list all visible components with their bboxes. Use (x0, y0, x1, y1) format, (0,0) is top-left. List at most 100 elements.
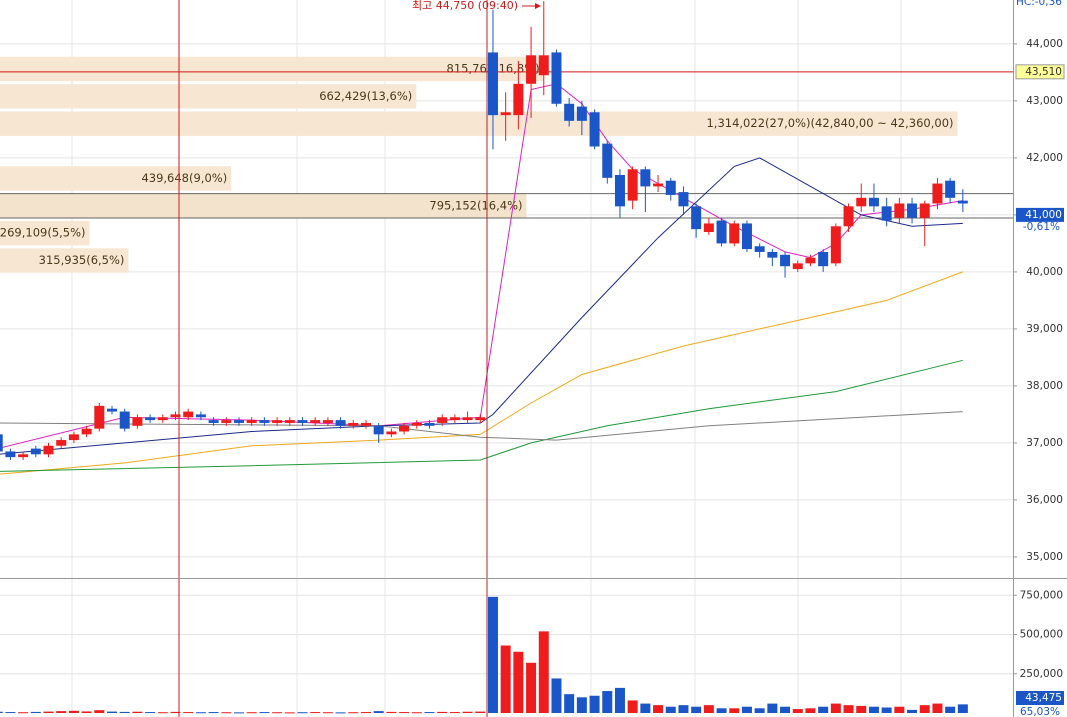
volume-bar (322, 712, 333, 714)
volume-bar (691, 706, 702, 713)
volume-bar (259, 712, 270, 714)
volume-bar (386, 711, 397, 713)
volume-bar (310, 712, 321, 714)
volume-bar (284, 712, 295, 714)
candle-body (411, 422, 422, 426)
candle-body (957, 200, 968, 204)
candle-body (259, 420, 270, 423)
volume-bar (132, 711, 143, 713)
volume-ratio-label: 65,03% (1020, 706, 1060, 717)
candle-body (170, 414, 181, 418)
price-panel: 815,763(16,8%)662,429(13,6%)1,314,022(27… (0, 1, 1013, 558)
candle-body (792, 263, 803, 270)
candle-body (437, 417, 448, 423)
volume-profile-label: 269,109(5,5%) (0, 226, 86, 240)
candle-body (195, 414, 206, 418)
candle-body (754, 246, 765, 252)
volume-bar (767, 703, 778, 713)
volume-bar (513, 651, 524, 713)
volume-bar (576, 697, 587, 713)
price-tag-box (1015, 64, 1065, 80)
candle-body (614, 174, 625, 207)
volume-bar (94, 710, 105, 713)
candle-body (551, 52, 562, 104)
volume-bar (449, 712, 460, 714)
candle-body (233, 420, 244, 423)
candle-body (462, 417, 473, 421)
volume-tick-label: 500,000 (1020, 629, 1063, 641)
volume-tag-box (1016, 691, 1064, 705)
candle-body (653, 183, 664, 187)
candle-body (310, 420, 321, 423)
volume-profile-bar (0, 56, 544, 82)
candle-body (881, 206, 892, 221)
y-tick-label: 42,000 (1026, 152, 1063, 164)
volume-bar (221, 712, 232, 714)
change-label: -0,61% (1023, 221, 1060, 233)
y-tick-label: 44,000 (1026, 38, 1063, 50)
volume-bar (487, 596, 498, 713)
volume-bar (30, 711, 41, 713)
candle-body (576, 106, 587, 121)
volume-bar (805, 708, 816, 713)
volume-bar (157, 712, 168, 714)
candle-body (500, 112, 511, 116)
candle-body (386, 431, 397, 435)
candle-body (564, 103, 575, 121)
volume-profile-bar (0, 193, 527, 218)
candle-body (487, 52, 498, 116)
candle-body (767, 251, 778, 258)
volume-bar (18, 712, 29, 714)
volume-tick-label: 750,000 (1020, 589, 1063, 601)
volume-profile-bar (0, 166, 232, 191)
volume-bar (208, 712, 219, 714)
volume-profile-label: 315,935(6,5%) (39, 253, 125, 267)
volume-bar (68, 710, 79, 713)
candle-body (360, 422, 371, 426)
candle-body (868, 197, 879, 207)
volume-bar (107, 711, 118, 713)
volume-bar (272, 712, 283, 714)
candle-body (741, 223, 752, 250)
volume-profile-bar (0, 248, 129, 273)
candle-body (716, 220, 727, 244)
axis-layer: 35,000 36,000 37,000 38,000 39,000 40,000 41,0… (1013, 38, 1065, 717)
candle-body (856, 197, 867, 207)
corner-label: HC:-0,36 (1016, 0, 1062, 8)
candle-body (538, 55, 549, 76)
candle-body (272, 420, 283, 423)
candle-body (18, 454, 29, 458)
volume-panel (0, 594, 1013, 714)
volume-bar (335, 712, 346, 714)
candle-body (373, 425, 384, 435)
candle-body (322, 420, 333, 423)
current-price-box (1016, 207, 1064, 222)
volume-bar (907, 709, 918, 713)
candle-body (5, 451, 16, 458)
y-tick-label: 35,000 (1026, 551, 1063, 563)
volume-profile-label: 795,152(16,4%) (429, 198, 522, 212)
candle-body (513, 83, 524, 116)
volume-bar (424, 712, 435, 714)
volume-bar (183, 712, 194, 714)
price-tag: 43,510 (1025, 66, 1062, 78)
volume-bar (145, 712, 156, 714)
candle-body (145, 417, 156, 421)
volume-bar (881, 707, 892, 713)
volume-bar (678, 705, 689, 713)
volume-bar (754, 708, 765, 713)
volume-bar (945, 706, 956, 713)
volume-bar (653, 705, 664, 713)
volume-bar (437, 711, 448, 713)
volume-bar (843, 705, 854, 713)
volume-bar (818, 706, 829, 713)
volume-bar (729, 708, 740, 713)
volume-bar (627, 700, 638, 713)
volume-bar (170, 711, 181, 713)
volume-bar (868, 706, 879, 713)
volume-bar (932, 703, 943, 713)
candle-body (208, 420, 219, 423)
candle-body (449, 417, 460, 421)
volume-bar (538, 631, 549, 713)
volume-bar (246, 712, 257, 714)
